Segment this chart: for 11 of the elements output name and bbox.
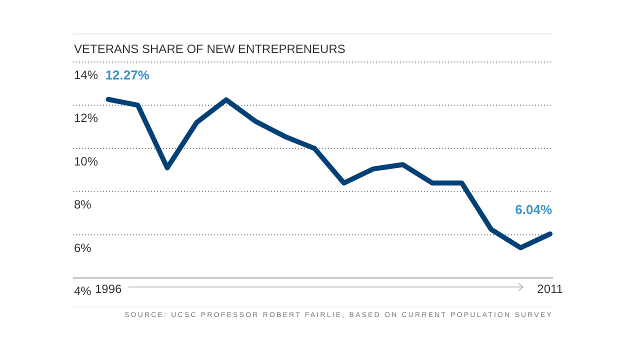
y-tick-label: 12% — [74, 111, 98, 126]
data-label: 12.27% — [105, 67, 150, 82]
y-tick-label: 4% — [74, 284, 92, 298]
y-tick-label: 14% — [74, 68, 98, 82]
x-tick-label: 1996 — [94, 282, 122, 296]
chart-title: VETERANS SHARE OF NEW ENTREPRENEURS — [74, 42, 346, 56]
x-tick-label: 2011 — [537, 282, 564, 296]
y-tick-label: 10% — [74, 154, 98, 168]
y-tick-label: 6% — [74, 240, 92, 255]
data-label: 6.04% — [515, 202, 552, 217]
y-tick-label: 8% — [74, 198, 92, 212]
